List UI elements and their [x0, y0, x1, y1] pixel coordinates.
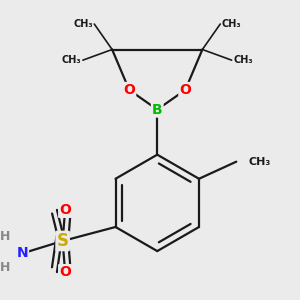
Text: H: H [0, 261, 10, 274]
Text: N: N [16, 246, 28, 260]
Text: H: H [0, 230, 10, 243]
Text: O: O [179, 83, 191, 97]
Text: S: S [57, 232, 69, 250]
Text: O: O [59, 265, 71, 279]
Text: O: O [123, 83, 135, 97]
Text: CH₃: CH₃ [222, 19, 242, 29]
Text: CH₃: CH₃ [62, 55, 81, 65]
Text: B: B [152, 103, 163, 117]
Text: O: O [59, 203, 71, 217]
Text: CH₃: CH₃ [248, 157, 270, 167]
Text: CH₃: CH₃ [73, 19, 93, 29]
Text: CH₃: CH₃ [233, 55, 253, 65]
